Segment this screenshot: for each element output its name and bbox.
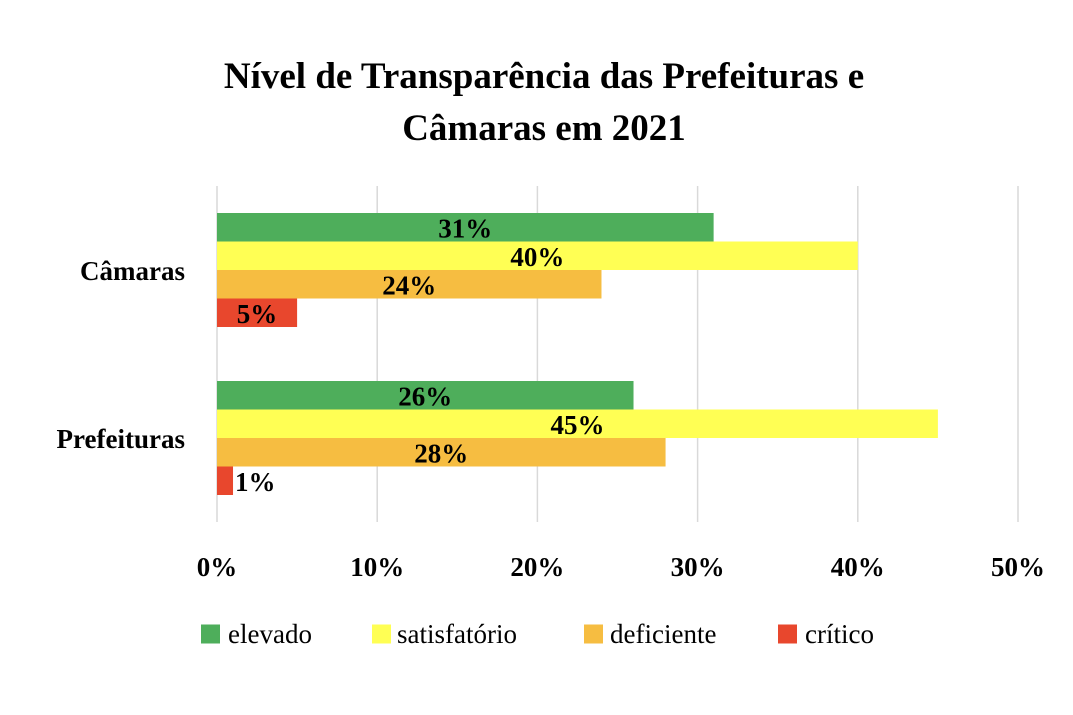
legend-label-critico: crítico [805, 619, 874, 649]
x-tick-label-0: 0% [197, 552, 238, 582]
x-axis-tick-labels: 0% 10% 20% 30% 40% 50% [197, 552, 1045, 582]
data-label-camaras-elevado: 31% [438, 213, 492, 243]
x-tick-label-30: 30% [671, 552, 725, 582]
legend: elevado satisfatório deficiente crítico [201, 619, 874, 649]
legend-swatch-deficiente [584, 624, 603, 644]
bar-prefeituras-critico [217, 466, 234, 495]
bar-camaras-elevado [217, 213, 714, 242]
data-label-camaras-critico: 5% [237, 299, 278, 329]
chart-title-line-1: Nível de Transparência das Prefeituras e [224, 56, 864, 97]
legend-swatch-elevado [201, 624, 220, 644]
category-labels: Câmaras Prefeituras [57, 256, 185, 454]
legend-item-deficiente: deficiente [584, 619, 716, 649]
bar-prefeituras-deficiente [217, 438, 666, 467]
category-label-prefeituras: Prefeituras [57, 424, 185, 454]
data-labels: 31% 40% 24% 5% 26% 45% 28% 1% [235, 213, 604, 497]
legend-item-critico: crítico [778, 619, 874, 649]
category-label-camaras: Câmaras [80, 256, 185, 286]
x-tick-label-20: 20% [510, 552, 564, 582]
bars [217, 213, 938, 495]
bar-camaras-critico [217, 298, 298, 327]
chart-title-line-2: Câmaras em 2021 [402, 108, 686, 149]
data-label-camaras-deficiente: 24% [382, 270, 436, 300]
bar-camaras-satisfatorio [217, 241, 858, 270]
bar-prefeituras-elevado [217, 381, 634, 410]
legend-item-satisfatorio: satisfatório [372, 619, 517, 649]
x-tick-label-50: 50% [991, 552, 1045, 582]
legend-swatch-satisfatorio [372, 624, 391, 644]
data-label-prefeituras-elevado: 26% [398, 381, 452, 411]
legend-label-satisfatorio: satisfatório [397, 619, 517, 649]
chart-title: Nível de Transparência das Prefeituras e… [224, 56, 864, 149]
data-label-prefeituras-critico: 1% [235, 467, 276, 497]
x-tick-label-40: 40% [831, 552, 885, 582]
legend-swatch-critico [778, 624, 797, 644]
data-label-prefeituras-satisfatorio: 45% [550, 410, 604, 440]
legend-label-elevado: elevado [228, 619, 312, 649]
bar-camaras-deficiente [217, 270, 602, 299]
bar-prefeituras-satisfatorio [217, 409, 938, 438]
data-label-prefeituras-deficiente: 28% [414, 438, 468, 468]
legend-label-deficiente: deficiente [610, 619, 716, 649]
legend-item-elevado: elevado [201, 619, 312, 649]
x-tick-label-10: 10% [350, 552, 404, 582]
data-label-camaras-satisfatorio: 40% [510, 242, 564, 272]
